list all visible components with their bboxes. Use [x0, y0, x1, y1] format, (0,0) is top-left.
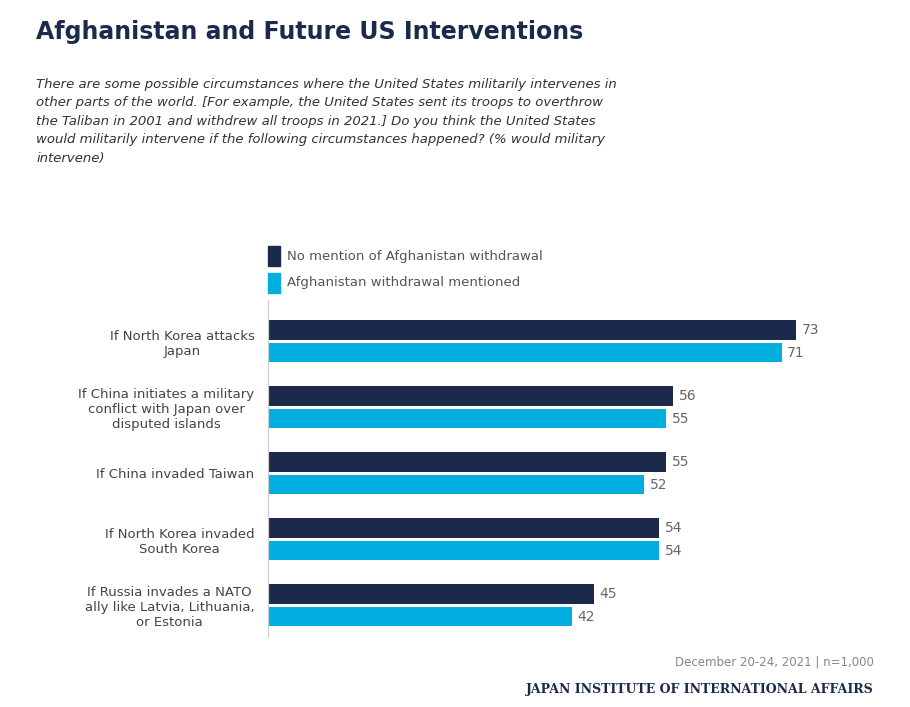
Bar	[268, 273, 279, 293]
Text: 71: 71	[787, 346, 805, 360]
Text: Afghanistan and Future US Interventions: Afghanistan and Future US Interventions	[36, 20, 583, 44]
Text: 73: 73	[802, 323, 819, 337]
Text: 55: 55	[672, 411, 689, 426]
Text: 54: 54	[664, 544, 682, 558]
Bar	[268, 452, 666, 472]
Bar	[268, 343, 782, 363]
Text: 52: 52	[650, 477, 668, 491]
Bar	[268, 246, 279, 267]
Bar	[268, 474, 644, 494]
Bar	[268, 320, 796, 340]
Text: JAPAN INSTITUTE OF INTERNATIONAL AFFAIRS: JAPAN INSTITUTE OF INTERNATIONAL AFFAIRS	[526, 684, 874, 696]
Bar	[268, 409, 666, 428]
Text: No mention of Afghanistan withdrawal: No mention of Afghanistan withdrawal	[287, 250, 542, 262]
Bar	[268, 518, 659, 538]
Text: 56: 56	[679, 389, 696, 403]
Text: There are some possible circumstances where the United States militarily interve: There are some possible circumstances wh…	[36, 78, 617, 165]
Text: December 20-24, 2021 | n=1,000: December 20-24, 2021 | n=1,000	[674, 655, 874, 668]
Bar	[268, 607, 572, 626]
Text: 54: 54	[664, 521, 682, 535]
Text: 42: 42	[578, 609, 595, 624]
Text: 55: 55	[672, 455, 689, 469]
Bar	[268, 386, 673, 406]
Bar	[268, 541, 659, 561]
Text: 45: 45	[600, 587, 617, 601]
Text: Afghanistan withdrawal mentioned: Afghanistan withdrawal mentioned	[287, 276, 521, 289]
Bar	[268, 584, 593, 604]
